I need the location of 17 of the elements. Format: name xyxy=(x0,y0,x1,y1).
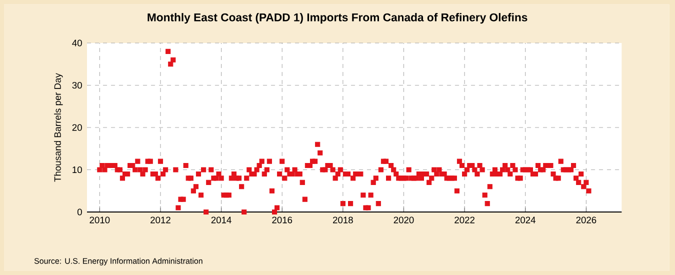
x-tick-label: 2018 xyxy=(333,216,353,224)
y-tick-label: 0 xyxy=(77,208,82,216)
y-axis-title: Thousand Barrels per Day xyxy=(54,73,63,182)
x-tick-label: 2024 xyxy=(515,216,536,224)
x-tick-label: 2010 xyxy=(90,216,110,224)
x-tick-label: 2022 xyxy=(454,216,474,224)
x-tick-label: 2014 xyxy=(211,216,232,224)
x-tick-label: 2016 xyxy=(272,216,292,224)
y-tick-label: 40 xyxy=(72,40,82,46)
x-tick-label: 2012 xyxy=(150,216,170,224)
x-tick-label: 2026 xyxy=(576,216,596,224)
y-tick-label: 10 xyxy=(72,166,82,174)
source-note: Source: U.S. Energy Information Administration xyxy=(34,258,202,266)
chart-title: Monthly East Coast (PADD 1) Imports From Canada of Refinery Olefins xyxy=(148,13,528,24)
y-tick-label: 20 xyxy=(72,124,82,131)
x-tick-label: 2020 xyxy=(394,216,414,224)
y-tick-label: 30 xyxy=(72,82,82,89)
